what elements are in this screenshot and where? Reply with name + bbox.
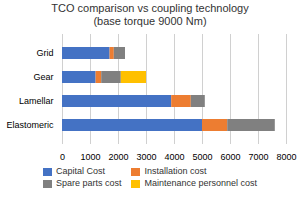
html-text:Spare parts cost: Spare parts cost: [55, 178, 122, 188]
svg-text:3000: 3000: [136, 152, 156, 162]
html-text:Maintenance personnel cost: Maintenance personnel cost: [144, 178, 257, 188]
svg-text:2000: 2000: [108, 152, 128, 162]
svg-text:Elastomeric: Elastomeric: [6, 120, 54, 130]
svg-text:Grid: Grid: [36, 48, 53, 58]
svg-text:Lamellar: Lamellar: [19, 96, 54, 106]
svg-text:1000: 1000: [80, 152, 100, 162]
svg-text:8000: 8000: [276, 152, 296, 162]
svg-text:5000: 5000: [192, 152, 212, 162]
svg-text:0: 0: [60, 152, 65, 162]
html-text:TCO comparison vs coupling tec: TCO comparison vs coupling technology (b…: [51, 2, 249, 27]
svg-text:6000: 6000: [220, 152, 240, 162]
svg-text:Gear: Gear: [33, 72, 53, 82]
svg-text:4000: 4000: [164, 152, 184, 162]
html-text:Capital Cost: Capital Cost: [55, 166, 105, 176]
html-text:Installation cost: Installation cost: [144, 166, 207, 176]
svg-text:7000: 7000: [248, 152, 268, 162]
